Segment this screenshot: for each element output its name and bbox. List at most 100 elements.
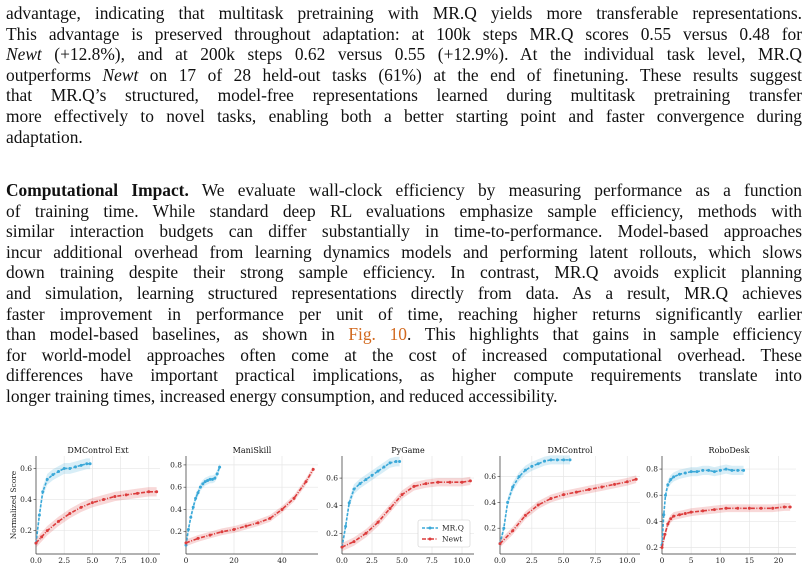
y-tick-label: 0.4: [484, 498, 496, 507]
data-point: [398, 460, 402, 464]
x-tick-label: 0.0: [336, 556, 348, 565]
data-point: [88, 462, 92, 466]
data-point: [57, 470, 61, 474]
x-tick-label: 20: [774, 556, 784, 565]
text-line: faster improvement in performance per un…: [6, 304, 802, 325]
chart-panel-1: 0 20 40 0.2 0.4 0.6 0.8 ManiSkill: [170, 446, 318, 565]
text-run: adaptation.: [6, 126, 83, 147]
chart-title: DMControl Ext: [67, 446, 129, 455]
legend-marker: [428, 537, 432, 541]
confidence-band: [500, 475, 637, 548]
text-line: than model-based baselines, as shown in …: [6, 324, 802, 345]
data-point: [198, 485, 202, 489]
data-point: [759, 506, 763, 510]
x-tick-label: 10.0: [454, 556, 471, 565]
data-point: [498, 542, 502, 546]
text-line: that MR.Q’s structured, model-free repre…: [6, 85, 802, 106]
data-point: [712, 470, 716, 474]
y-tick-label: 0.2: [646, 543, 658, 552]
x-tick-label: 15: [745, 556, 755, 565]
data-point: [634, 477, 638, 481]
x-tick-label: 10.0: [619, 556, 636, 565]
data-point: [51, 473, 55, 477]
data-point: [344, 524, 348, 528]
data-point: [672, 475, 676, 479]
text-run: longer training times, increased energy …: [6, 385, 558, 406]
data-point: [220, 530, 224, 534]
confidence-band: [36, 487, 157, 548]
x-tick-label: 0.0: [494, 556, 506, 565]
y-tick-label: 0.2: [484, 524, 496, 533]
y-tick-label: 0.4: [20, 495, 32, 504]
text-run: This advantage is preserved throughout a…: [6, 23, 802, 44]
figure-link[interactable]: Fig. 10: [348, 324, 407, 345]
section-heading: Computational Impact.: [6, 180, 189, 200]
data-point: [771, 506, 775, 510]
data-point: [436, 480, 440, 484]
data-point: [669, 478, 673, 482]
data-point: [724, 506, 728, 510]
data-point: [689, 470, 693, 474]
text-line: This advantage is preserved throughout a…: [6, 24, 802, 45]
data-point: [73, 465, 77, 469]
x-tick-label: 5.0: [86, 556, 98, 565]
text-line: incur additional overhead from learning …: [6, 242, 802, 263]
confidence-band: [662, 503, 791, 552]
text-line: of training time. While standard deep RL…: [6, 201, 802, 222]
y-tick-label: 0.2: [170, 527, 182, 536]
data-point: [191, 505, 195, 509]
data-point: [662, 513, 666, 517]
data-point: [549, 458, 553, 462]
data-point: [232, 528, 236, 531]
data-point: [68, 512, 72, 516]
y-tick-label: 0.2: [20, 526, 32, 535]
x-tick-label: 20: [229, 556, 239, 565]
data-point: [196, 491, 200, 495]
data-point: [555, 458, 559, 462]
data-point: [718, 468, 722, 472]
data-point: [788, 505, 792, 509]
data-point: [424, 482, 428, 486]
x-tick-label: 40: [277, 556, 287, 565]
data-point: [280, 507, 284, 511]
data-point: [669, 517, 673, 521]
data-point: [203, 480, 207, 484]
y-tick-label: 0.4: [646, 517, 658, 526]
data-point: [113, 494, 117, 498]
data-point: [511, 529, 515, 533]
data-point: [256, 521, 260, 525]
data-point: [370, 473, 374, 477]
data-point: [90, 501, 94, 505]
data-point: [523, 513, 527, 517]
x-tick-label: 10: [715, 556, 725, 565]
text-run: . This highlights that gains in sample e…: [406, 324, 802, 345]
text-run: of training time. While standard deep RL…: [6, 200, 802, 221]
series-line: [499, 478, 637, 545]
chart-panel-3: 0.0 2.5 5.0 7.5 10.0 0.2 0.4 0.6 DMControl: [484, 446, 640, 565]
y-tick-label: 0.6: [326, 474, 338, 483]
text-run: We evaluate wall-clock efficiency by mea…: [188, 180, 802, 200]
paragraph-results: advantage, indicating that multitask pre…: [6, 3, 802, 147]
chart-title: PyGame: [391, 446, 425, 455]
text-line: and simulation, learning structured repr…: [6, 283, 802, 304]
data-point: [677, 472, 681, 476]
data-point: [189, 515, 193, 519]
y-tick-label: 0.6: [484, 472, 496, 481]
x-tick-label: 7.5: [589, 556, 601, 565]
data-point: [683, 511, 687, 515]
x-tick-label: 5: [689, 556, 694, 565]
data-point: [468, 479, 472, 483]
data-point: [568, 458, 572, 462]
data-point: [543, 459, 547, 463]
text-run: (+12.8%), and at 200k steps 0.62 versus …: [41, 44, 802, 65]
data-point: [102, 498, 106, 502]
y-tick-label: 0.2: [326, 529, 338, 538]
text-run: similar interaction budgets can differ s…: [6, 221, 802, 242]
data-point: [663, 493, 667, 497]
data-point: [724, 467, 728, 471]
x-tick-label: 2.5: [526, 556, 538, 565]
series-line: [661, 468, 744, 545]
series-line: [661, 506, 791, 548]
data-point: [460, 480, 464, 484]
